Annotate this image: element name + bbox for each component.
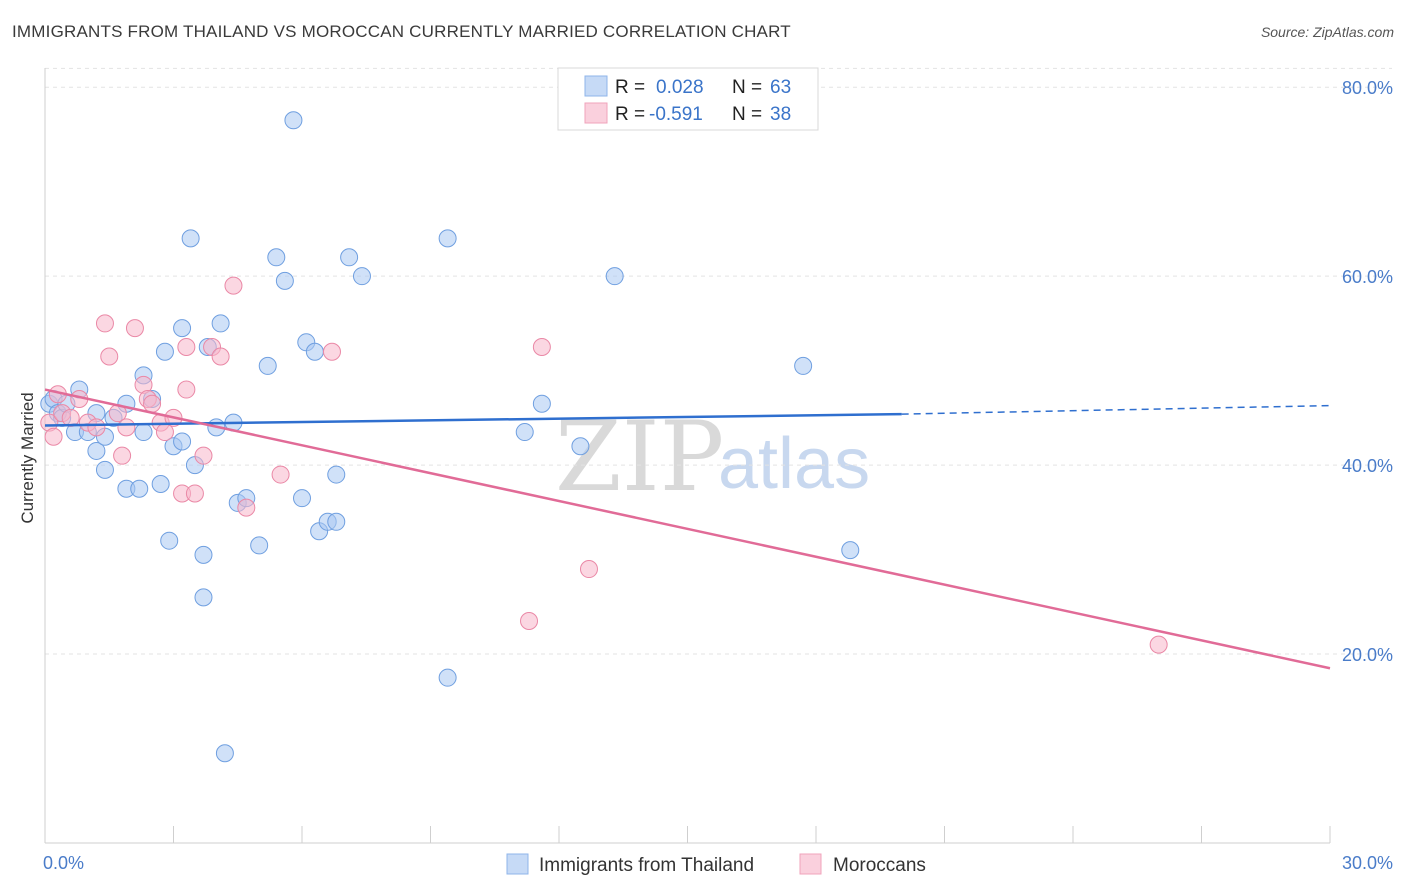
point-moroccans <box>100 347 119 366</box>
legend-r-label-2: R = <box>615 104 645 125</box>
point-moroccans <box>177 380 196 399</box>
point-thailand <box>605 267 624 286</box>
point-thailand <box>275 271 294 290</box>
chart-title: IMMIGRANTS FROM THAILAND VS MOROCCAN CUR… <box>12 22 791 41</box>
point-moroccans <box>185 484 204 503</box>
point-thailand <box>794 356 813 375</box>
point-thailand <box>211 314 230 333</box>
bottom-legend-swatch-thailand <box>506 853 529 875</box>
point-thailand <box>250 536 269 555</box>
point-thailand <box>327 465 346 484</box>
legend-n-value-2: 38 <box>770 104 791 125</box>
point-moroccans <box>44 427 63 446</box>
point-thailand <box>194 588 213 607</box>
trend-line-moroccans <box>44 388 1331 670</box>
point-moroccans <box>211 347 230 366</box>
point-thailand <box>215 744 234 763</box>
point-thailand <box>155 342 174 361</box>
legend-r-value-2: -0.591 <box>649 104 703 125</box>
point-thailand <box>181 229 200 248</box>
y-tick-label: 20.0% <box>1342 645 1393 665</box>
y-tick-label: 80.0% <box>1342 78 1393 98</box>
point-moroccans <box>177 338 196 357</box>
point-thailand <box>305 342 324 361</box>
point-thailand <box>173 432 192 451</box>
point-thailand <box>515 423 534 442</box>
point-thailand <box>284 111 303 130</box>
legend-r-value-1: 0.028 <box>656 77 704 98</box>
point-thailand <box>327 512 346 531</box>
point-moroccans <box>322 342 341 361</box>
point-thailand <box>151 475 170 494</box>
legend-n-value-1: 63 <box>770 77 791 98</box>
point-moroccans <box>237 498 256 517</box>
bottom-legend-moroccans: Moroccans <box>833 855 926 876</box>
point-thailand <box>130 479 149 498</box>
point-moroccans <box>125 319 144 338</box>
point-moroccans <box>1149 635 1168 654</box>
point-moroccans <box>271 465 290 484</box>
trend-line-thailand <box>44 412 902 427</box>
point-thailand <box>258 356 277 375</box>
gridlines <box>45 67 1392 655</box>
point-thailand <box>160 531 179 550</box>
point-thailand <box>194 545 213 564</box>
data-points <box>40 111 1168 763</box>
point-thailand <box>438 668 457 687</box>
point-moroccans <box>61 408 80 427</box>
x-tick-label: 0.0% <box>43 853 84 873</box>
y-tick-label: 40.0% <box>1342 456 1393 476</box>
watermark-zip: ZIP <box>555 401 724 513</box>
legend-swatch-thailand <box>584 75 608 97</box>
point-moroccans <box>117 418 136 437</box>
watermark-atlas: atlas <box>718 424 870 504</box>
bottom-legend-thailand: Immigrants from Thailand <box>539 855 754 876</box>
bottom-legend: Immigrants from Thailand Moroccans <box>506 853 926 876</box>
point-moroccans <box>143 394 162 413</box>
point-moroccans <box>520 611 539 630</box>
trend-lines <box>44 388 1331 670</box>
point-thailand <box>438 229 457 248</box>
y-axis-label: Currently Married <box>18 392 37 523</box>
point-moroccans <box>194 446 213 465</box>
point-thailand <box>340 248 359 267</box>
bottom-legend-swatch-moroccans <box>799 853 822 875</box>
legend-swatch-moroccans <box>584 102 608 124</box>
y-tick-label: 60.0% <box>1342 267 1393 287</box>
source-label: Source: ZipAtlas.com <box>1260 24 1394 40</box>
point-moroccans <box>87 418 106 437</box>
point-moroccans <box>532 338 551 357</box>
point-moroccans <box>95 314 114 333</box>
point-thailand <box>293 489 311 508</box>
legend: R = 0.028 N = 63 R = -0.591 N = 38 <box>557 67 819 131</box>
point-thailand <box>134 423 153 442</box>
point-thailand <box>87 441 106 460</box>
point-thailand <box>267 248 286 267</box>
legend-n-label-1: N = <box>732 77 762 98</box>
point-thailand <box>173 319 192 338</box>
point-thailand <box>532 394 551 413</box>
x-tick-label: 30.0% <box>1342 853 1393 873</box>
point-thailand <box>841 541 860 560</box>
axes: 20.0% 40.0% 60.0% 80.0% 0.0% 30.0% <box>43 68 1393 873</box>
point-moroccans <box>579 560 598 579</box>
legend-n-label-2: N = <box>732 104 762 125</box>
point-moroccans <box>113 446 132 465</box>
point-thailand <box>571 437 590 456</box>
point-thailand <box>352 267 371 286</box>
point-thailand <box>95 460 114 479</box>
point-moroccans <box>224 276 243 295</box>
legend-r-label-1: R = <box>615 77 645 98</box>
trend-line-thailand-extension <box>901 404 1331 415</box>
